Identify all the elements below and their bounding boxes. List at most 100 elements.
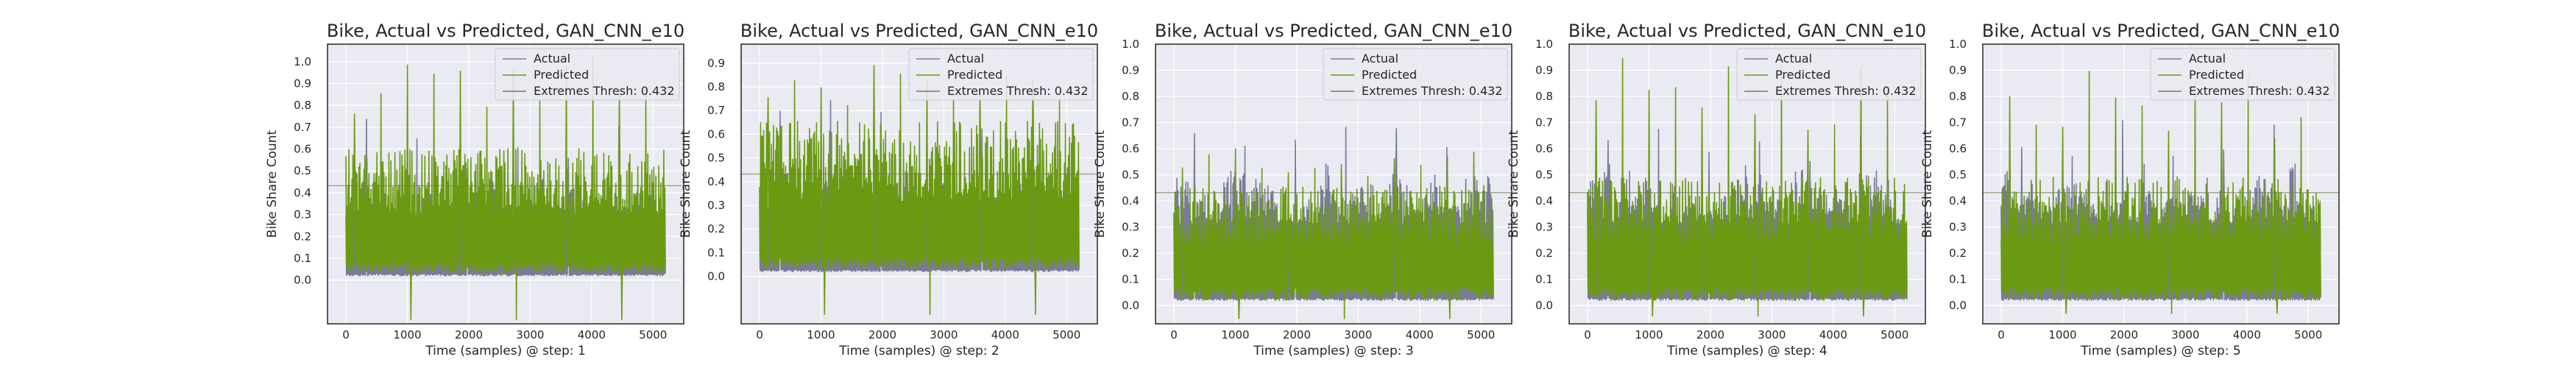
- legend-box-3: [1323, 48, 1508, 101]
- x-tick-label-3-3: 3000: [1344, 328, 1372, 342]
- predicted-series-5: [2000, 71, 2321, 314]
- y-tick-label-1-1: 0.1: [294, 252, 311, 265]
- x-tick-label-2-1: 1000: [807, 328, 835, 342]
- predicted-series-2: [759, 65, 1080, 315]
- y-tick-label-5-10: 1.0: [1949, 38, 1967, 51]
- x-tick-label-3-1: 1000: [1221, 328, 1249, 342]
- legend-predicted-2: Predicted: [947, 68, 1002, 82]
- y-tick-label-4-2: 0.2: [1535, 247, 1553, 260]
- x-tick-label-4-2: 2000: [1696, 328, 1724, 342]
- plot-frame-4: [1568, 43, 1926, 325]
- y-tick-label-1-0: 0.0: [294, 274, 311, 287]
- y-ticks-5: 0.0 0.1 0.2 0.3 0.4 0.5 0.6 0.7 0.8 0.9 1.0: [1949, 38, 1967, 312]
- y-tick-label-2-4: 0.4: [707, 175, 725, 188]
- y-tick-label-4-6: 0.6: [1535, 142, 1553, 155]
- chart-title-3: Bike, Actual vs Predicted, GAN_CNN_e10: [1155, 21, 1512, 41]
- y-axis-label-2: Bike Share Count: [679, 130, 693, 238]
- plot-frame-5: [1982, 43, 2340, 325]
- legend-4: Actual Predicted Extremes Thresh: 0.432: [1736, 48, 1922, 101]
- x-tick-label-5-3: 3000: [2171, 328, 2199, 342]
- legend-thresh-5: Extremes Thresh: 0.432: [2189, 84, 2330, 98]
- plot-frame-1: [327, 43, 684, 325]
- x-tick-label-5-4: 4000: [2233, 328, 2261, 342]
- x-tick-label-5-0: 0: [1998, 328, 2005, 342]
- x-ticks-1: 0 1000 2000 3000 4000 5000: [342, 328, 667, 342]
- y-tick-label-3-6: 0.6: [1122, 142, 1139, 155]
- legend-thresh-3: Extremes Thresh: 0.432: [1362, 84, 1503, 98]
- legend-thresh-4: Extremes Thresh: 0.432: [1775, 84, 1917, 98]
- plot-frame-2: [740, 43, 1098, 325]
- x-tick-label-2-5: 5000: [1052, 328, 1080, 342]
- chart-title-4: Bike, Actual vs Predicted, GAN_CNN_e10: [1568, 21, 1926, 41]
- predicted-line-1: [345, 55, 666, 320]
- legend-box-4: [1736, 48, 1922, 101]
- y-tick-label-2-1: 0.1: [707, 246, 725, 259]
- y-tick-label-2-9: 0.9: [707, 57, 725, 70]
- y-tick-label-5-5: 0.5: [1949, 169, 1967, 182]
- predicted-series-3: [1173, 148, 1494, 319]
- y-tick-label-1-6: 0.6: [294, 143, 311, 156]
- y-tick-label-5-7: 0.7: [1949, 116, 1967, 130]
- legend-thresh-2: Extremes Thresh: 0.432: [947, 84, 1089, 98]
- legend-box-2: [908, 48, 1094, 101]
- y-tick-label-1-7: 0.7: [294, 121, 311, 134]
- y-tick-label-2-6: 0.6: [707, 127, 725, 141]
- y-ticks-1: 0.0 0.1 0.2 0.3 0.4 0.5 0.6 0.7 0.8 0.9 1.0: [294, 55, 311, 287]
- y-tick-label-4-9: 0.9: [1535, 64, 1553, 77]
- x-tick-label-2-2: 2000: [868, 328, 896, 342]
- y-axis-label-4: Bike Share Count: [1507, 130, 1521, 238]
- subplot-5: 0 1000 2000 3000 4000 5000 0.0 0.1 0.2 0.3 0.4 0.5…: [1920, 21, 2340, 358]
- y-tick-label-1-5: 0.5: [294, 164, 311, 177]
- legend-1: Actual Predicted Extremes Thresh: 0.432: [495, 48, 680, 101]
- x-tick-label-5-1: 1000: [2048, 328, 2076, 342]
- x-tick-label-2-3: 3000: [930, 328, 958, 342]
- y-tick-label-1-10: 1.0: [294, 55, 311, 68]
- y-ticks-2: 0.0 0.1 0.2 0.3 0.4 0.5 0.6 0.7 0.8 0.9: [707, 57, 725, 283]
- x-tick-label-3-5: 5000: [1467, 328, 1495, 342]
- x-axis-label-1: Time (samples) @ step: 1: [425, 344, 585, 358]
- y-tick-label-3-3: 0.3: [1122, 221, 1139, 234]
- y-tick-label-3-10: 1.0: [1122, 38, 1139, 51]
- chart-title-1: Bike, Actual vs Predicted, GAN_CNN_e10: [327, 21, 684, 41]
- y-tick-label-3-8: 0.8: [1122, 90, 1139, 103]
- predicted-line-5: [2000, 71, 2321, 314]
- subplot-3: 0 1000 2000 3000 4000 5000 0.0 0.1 0.2 0.3 0.4 0.5…: [1093, 21, 1512, 358]
- y-tick-label-4-3: 0.3: [1535, 221, 1553, 234]
- x-tick-label-1-4: 4000: [578, 328, 606, 342]
- x-tick-label-1-5: 5000: [639, 328, 667, 342]
- subplot-1: 0 1000 2000 3000 4000 5000 0.0 0.1 0.2 0.3 0.4 0.5…: [265, 21, 684, 358]
- y-tick-label-3-1: 0.1: [1122, 273, 1139, 286]
- y-tick-label-4-7: 0.7: [1535, 116, 1553, 130]
- subplot-2: 0 1000 2000 3000 4000 5000 0.0 0.1 0.2 0.3 0.4 0.5…: [679, 21, 1098, 358]
- y-tick-label-4-8: 0.8: [1535, 90, 1553, 103]
- y-tick-label-3-2: 0.2: [1122, 247, 1139, 260]
- legend-box-1: [495, 48, 680, 101]
- y-tick-label-4-5: 0.5: [1535, 169, 1553, 182]
- subplot-4: 0 1000 2000 3000 4000 5000 0.0 0.1 0.2 0.3 0.4 0.5…: [1507, 21, 1926, 358]
- y-tick-label-3-0: 0.0: [1122, 299, 1139, 312]
- legend-box-5: [2150, 48, 2335, 101]
- x-tick-label-2-0: 0: [756, 328, 763, 342]
- x-ticks-2: 0 1000 2000 3000 4000 5000: [756, 328, 1080, 342]
- y-tick-label-3-9: 0.9: [1122, 64, 1139, 77]
- x-tick-label-3-4: 4000: [1406, 328, 1434, 342]
- x-tick-label-1-1: 1000: [393, 328, 421, 342]
- y-tick-label-2-0: 0.0: [707, 270, 725, 283]
- x-tick-label-3-0: 0: [1170, 328, 1178, 342]
- predicted-line-4: [1587, 57, 1908, 317]
- legend-predicted-4: Predicted: [1775, 68, 1830, 82]
- x-tick-label-1-3: 3000: [516, 328, 544, 342]
- legend-actual-2: Actual: [947, 52, 984, 66]
- x-tick-label-4-4: 4000: [1819, 328, 1847, 342]
- legend-thresh-1: Extremes Thresh: 0.432: [534, 84, 675, 98]
- y-tick-label-1-4: 0.4: [294, 186, 311, 199]
- y-tick-label-3-5: 0.5: [1122, 169, 1139, 182]
- y-axis-label-3: Bike Share Count: [1093, 130, 1108, 238]
- y-tick-label-4-0: 0.0: [1535, 299, 1553, 312]
- y-tick-label-2-8: 0.8: [707, 80, 725, 93]
- legend-5: Actual Predicted Extremes Thresh: 0.432: [2150, 48, 2335, 101]
- y-tick-label-1-9: 0.9: [294, 77, 311, 90]
- y-tick-label-5-6: 0.6: [1949, 142, 1967, 155]
- y-tick-label-4-10: 1.0: [1535, 38, 1553, 51]
- y-tick-label-5-4: 0.4: [1949, 194, 1967, 208]
